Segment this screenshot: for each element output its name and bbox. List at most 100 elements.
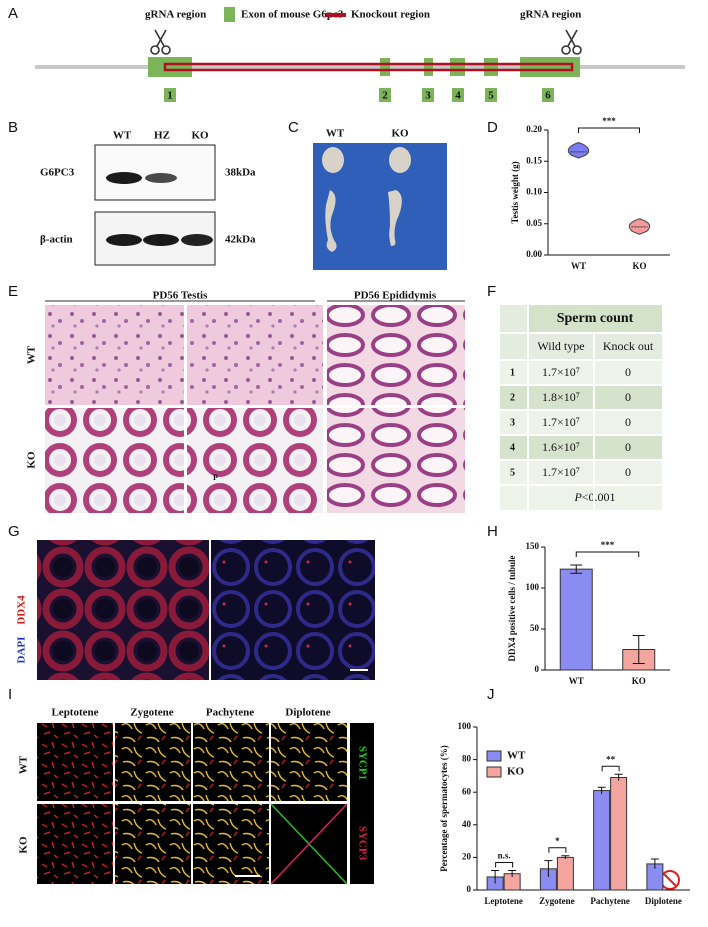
column-header: PD56 Testis — [153, 290, 208, 302]
row-index: 3 — [510, 417, 515, 428]
exon-number: 4 — [455, 90, 461, 102]
exons — [148, 57, 580, 77]
table-cell — [528, 305, 662, 333]
table-value: 0 — [625, 365, 631, 379]
x-tick-label: WT — [569, 676, 584, 686]
stage-label: Leptotene — [51, 707, 98, 719]
exon-number: 3 — [425, 90, 431, 102]
lane-label: WT — [113, 130, 132, 142]
table-value: 1.6×10⁷ — [542, 440, 580, 454]
error-bar — [650, 858, 659, 869]
stain-label: SYCP1 — [356, 746, 368, 780]
significance-label: *** — [601, 540, 615, 550]
panel-letter: I — [8, 686, 12, 703]
histology-image — [45, 305, 184, 405]
legend-swatch — [486, 750, 502, 762]
error-bar — [508, 869, 517, 877]
p-value: P<0.001 — [573, 490, 615, 504]
y-tick-label: 100 — [526, 582, 540, 592]
y-tick-label: 0.10 — [526, 187, 542, 197]
panel-letter: G — [8, 523, 20, 540]
bar — [559, 568, 593, 671]
table-value: 1.7×10⁷ — [542, 365, 580, 379]
significance-bracket — [495, 861, 514, 868]
histology-image — [45, 408, 184, 513]
stain-label: DDX4 — [16, 595, 28, 625]
panel-letter: H — [487, 523, 498, 540]
histology-image — [327, 408, 465, 513]
x-tick-label: Diplotene — [645, 896, 682, 906]
significance-label: *** — [602, 116, 616, 126]
blot-band — [145, 173, 177, 183]
blot-band — [143, 234, 179, 246]
exon-number: 1 — [167, 90, 173, 102]
size-label: 38kDa — [225, 167, 256, 179]
y-tick-label: 0.20 — [526, 124, 542, 134]
legend-label: Exon of mouse G6pc3 — [241, 9, 344, 21]
panel-letter: B — [8, 119, 18, 136]
x-tick-label: Pachytene — [590, 896, 630, 906]
legend-swatch — [224, 7, 235, 22]
bar — [556, 856, 574, 891]
column-header: Knock out — [603, 339, 654, 353]
y-tick-label: 150 — [526, 541, 540, 551]
sample-label: KO — [391, 128, 409, 140]
y-tick-label: 0 — [535, 664, 540, 674]
stain-label: DAPI — [16, 637, 28, 664]
table-value: 0 — [625, 390, 631, 404]
row-index: 5 — [510, 467, 515, 478]
y-tick-label: 0.05 — [526, 218, 542, 228]
legend-label: KO — [507, 766, 525, 778]
significance-bracket — [548, 847, 567, 853]
error-bar — [614, 773, 623, 781]
row-label: KO — [18, 836, 30, 854]
table-row — [500, 385, 662, 410]
error-bar — [570, 564, 583, 574]
significance-bracket — [578, 127, 640, 133]
stage-label: Zygotene — [130, 707, 174, 719]
scissors — [150, 29, 582, 55]
y-tick-label: 0.15 — [526, 155, 542, 165]
bar — [593, 790, 611, 891]
y-tick-label: 100 — [458, 721, 472, 731]
x-tick-label: KO — [632, 676, 646, 686]
absent-symbol — [660, 870, 680, 890]
exon-number: 2 — [382, 90, 388, 102]
stage-label: Diplotene — [285, 707, 330, 719]
y-axis-label: Testis weight (g) — [510, 161, 520, 223]
error-bar — [561, 855, 570, 860]
y-tick-label: 40 — [462, 819, 472, 829]
column-header: PD56 Epididymis — [354, 290, 437, 302]
fluorescence-image — [211, 540, 375, 680]
stain-label: SYCP3 — [356, 826, 368, 861]
y-tick-label: 0 — [467, 884, 472, 894]
significance-label: * — [555, 836, 560, 846]
sperm-table: Sperm count Wild type Knock out 1 1.7×10⁷ 0 2 1… — [500, 305, 662, 510]
error-bar — [544, 860, 553, 877]
table-row — [500, 410, 662, 435]
column-header: Wild type — [537, 339, 584, 353]
lane-label: KO — [191, 130, 209, 142]
x-tick-label: KO — [632, 261, 646, 271]
panel-letter: C — [288, 119, 299, 136]
y-axis-label: DDX4 positive cells / tubule — [507, 555, 517, 661]
row-label: KO — [26, 451, 38, 469]
row-index: 1 — [510, 367, 515, 378]
bar — [610, 777, 628, 891]
table-value: 0 — [625, 415, 631, 429]
exon-number: 5 — [488, 90, 494, 102]
table-value: 0 — [625, 440, 631, 454]
table-value: 1.7×10⁷ — [542, 465, 580, 479]
blot — [94, 144, 216, 201]
error-bar — [491, 869, 500, 884]
table-value: 1.8×10⁷ — [542, 390, 580, 404]
legend-label: gRNA region — [145, 9, 206, 21]
y-tick-label: 20 — [462, 851, 472, 861]
legend-label: WT — [507, 750, 526, 762]
histology-image — [327, 305, 465, 405]
panel-letter: F — [487, 283, 496, 300]
error-bar — [597, 786, 606, 794]
row-index: 4 — [510, 442, 515, 453]
table-row — [500, 435, 662, 460]
